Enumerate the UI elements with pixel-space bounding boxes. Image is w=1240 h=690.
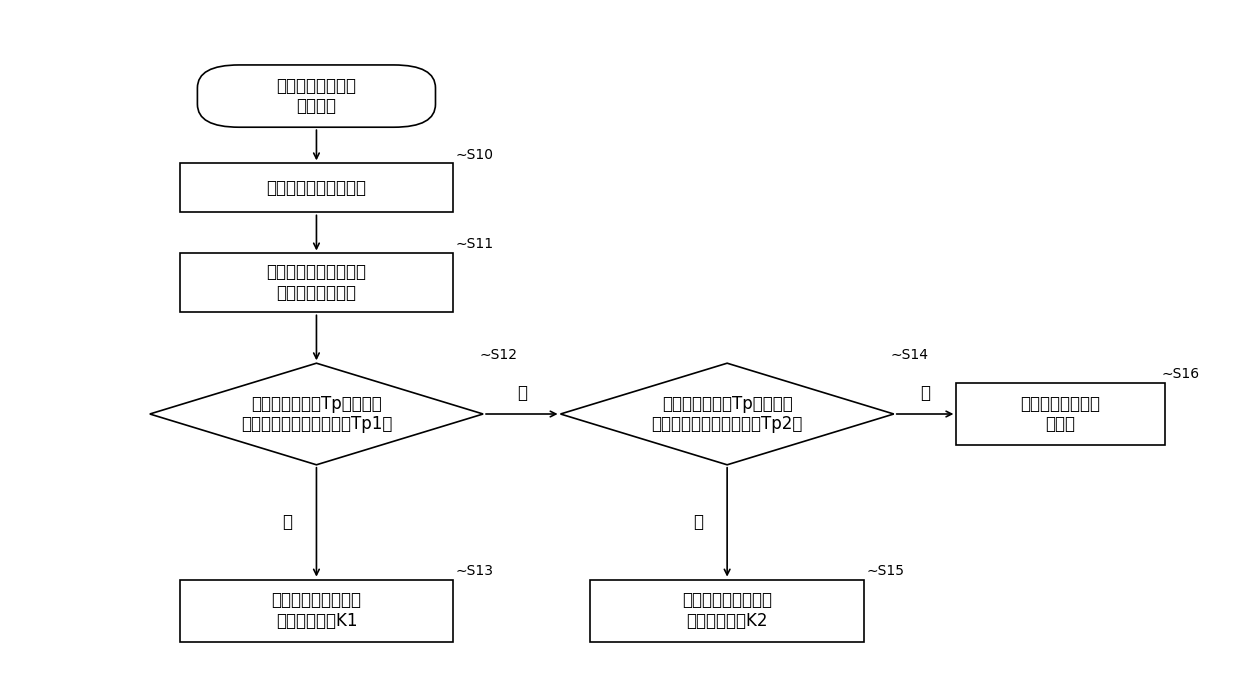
Text: 空调系统进入化霜
准备阶段: 空调系统进入化霜 准备阶段 [277, 77, 356, 115]
Text: ∼S10: ∼S10 [456, 148, 494, 161]
Text: 控制电子膨胀阀增加
第一预设开度K1: 控制电子膨胀阀增加 第一预设开度K1 [272, 591, 361, 630]
Text: 否: 否 [920, 384, 930, 402]
Text: 控制空调系统进行化霜
，并停留预设时间: 控制空调系统进行化霜 ，并停留预设时间 [267, 264, 367, 302]
Text: ∼S14: ∼S14 [890, 348, 929, 362]
Text: ∼S13: ∼S13 [456, 564, 494, 578]
Bar [590, 580, 864, 642]
Bar [180, 580, 454, 642]
Text: 否: 否 [517, 384, 527, 402]
Bar [956, 383, 1164, 445]
Text: ∼S11: ∼S11 [456, 237, 494, 251]
Text: 压缩机排气温度Tp大于第一
预设压缩机排气温度阈值Tp1？: 压缩机排气温度Tp大于第一 预设压缩机排气温度阈值Tp1？ [241, 395, 392, 433]
Bar [180, 164, 454, 213]
Text: 压缩机排气温度Tp小于第二
预设压缩机排气温度阈值Tp2？: 压缩机排气温度Tp小于第二 预设压缩机排气温度阈值Tp2？ [651, 395, 802, 433]
Polygon shape [150, 363, 484, 465]
Text: ∼S15: ∼S15 [867, 564, 904, 578]
Polygon shape [560, 363, 894, 465]
Bar [180, 253, 454, 313]
FancyBboxPatch shape [197, 65, 435, 127]
Text: 是: 是 [693, 513, 703, 531]
Text: 控制电子膨胀阀开
度不变: 控制电子膨胀阀开 度不变 [1021, 395, 1100, 433]
Text: 控制电子膨胀阀减少
第二预设开度K2: 控制电子膨胀阀减少 第二预设开度K2 [682, 591, 773, 630]
Text: ∼S12: ∼S12 [480, 348, 517, 362]
Text: ∼S16: ∼S16 [1162, 367, 1200, 381]
Text: 是: 是 [283, 513, 293, 531]
Text: 初始化电子膨胀阀开度: 初始化电子膨胀阀开度 [267, 179, 367, 197]
